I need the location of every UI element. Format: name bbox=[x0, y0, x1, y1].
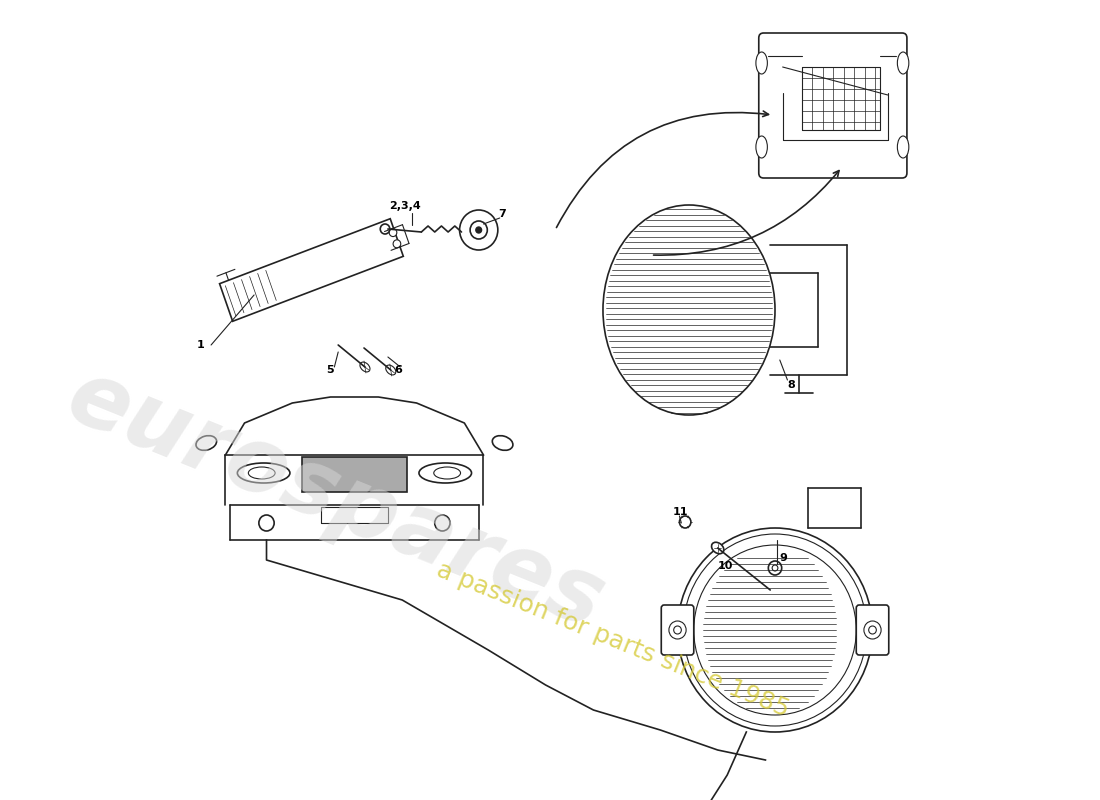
Text: eurospares: eurospares bbox=[54, 352, 616, 648]
Circle shape bbox=[470, 221, 487, 239]
Circle shape bbox=[768, 561, 782, 575]
Ellipse shape bbox=[419, 463, 472, 483]
Circle shape bbox=[393, 240, 400, 248]
Circle shape bbox=[772, 565, 778, 571]
Circle shape bbox=[680, 516, 691, 528]
Text: 8: 8 bbox=[788, 380, 795, 390]
Text: a passion for parts since 1985: a passion for parts since 1985 bbox=[432, 558, 792, 722]
Ellipse shape bbox=[898, 136, 909, 158]
Ellipse shape bbox=[756, 52, 768, 74]
Ellipse shape bbox=[196, 436, 217, 450]
Circle shape bbox=[869, 626, 877, 634]
Circle shape bbox=[673, 626, 681, 634]
Ellipse shape bbox=[360, 362, 370, 372]
Ellipse shape bbox=[238, 463, 290, 483]
Ellipse shape bbox=[756, 136, 768, 158]
Ellipse shape bbox=[898, 52, 909, 74]
Circle shape bbox=[864, 621, 881, 639]
Ellipse shape bbox=[603, 205, 776, 415]
Text: 6: 6 bbox=[395, 365, 403, 375]
Ellipse shape bbox=[493, 436, 513, 450]
Circle shape bbox=[476, 227, 482, 233]
Circle shape bbox=[694, 545, 856, 715]
FancyBboxPatch shape bbox=[759, 33, 906, 178]
Ellipse shape bbox=[712, 542, 724, 554]
Text: 7: 7 bbox=[498, 209, 506, 219]
Ellipse shape bbox=[386, 365, 396, 375]
Circle shape bbox=[389, 229, 397, 237]
FancyBboxPatch shape bbox=[856, 605, 889, 655]
Circle shape bbox=[434, 515, 450, 531]
Circle shape bbox=[381, 224, 389, 234]
FancyBboxPatch shape bbox=[661, 605, 694, 655]
Ellipse shape bbox=[433, 467, 461, 479]
Text: 10: 10 bbox=[717, 561, 733, 571]
Circle shape bbox=[460, 210, 498, 250]
Text: 5: 5 bbox=[326, 365, 333, 375]
Ellipse shape bbox=[249, 467, 275, 479]
Text: 2,3,4: 2,3,4 bbox=[389, 201, 420, 211]
Circle shape bbox=[678, 528, 872, 732]
Bar bbox=[301, 457, 407, 492]
Text: 11: 11 bbox=[673, 507, 689, 517]
Circle shape bbox=[258, 515, 274, 531]
Text: 9: 9 bbox=[780, 553, 788, 563]
Circle shape bbox=[683, 534, 867, 726]
Text: 1: 1 bbox=[197, 340, 205, 350]
Polygon shape bbox=[220, 218, 404, 322]
Circle shape bbox=[669, 621, 686, 639]
